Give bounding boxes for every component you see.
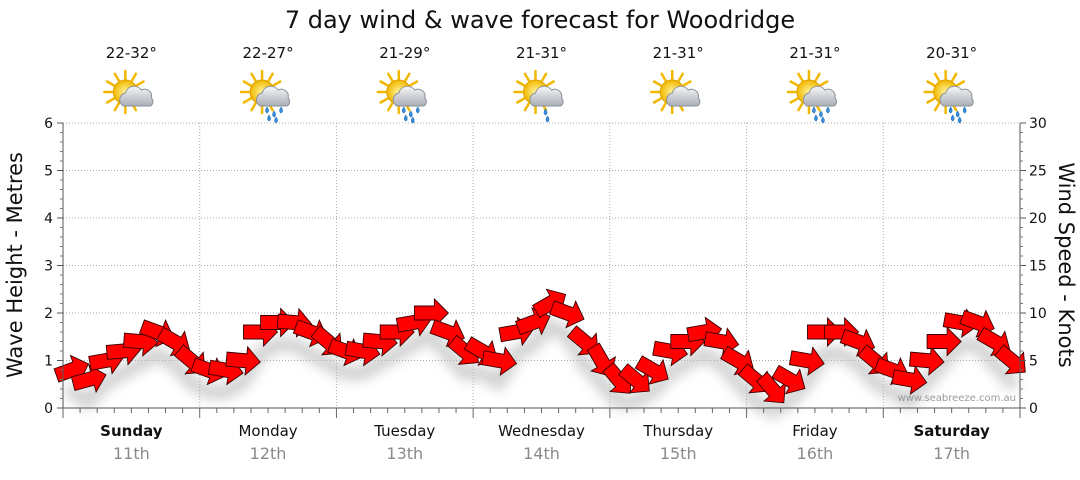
left-tick-label: 6 bbox=[44, 116, 53, 132]
wind-arrow bbox=[891, 365, 928, 395]
wind-arrow bbox=[566, 325, 599, 356]
day-name-label: Tuesday bbox=[373, 422, 435, 440]
day-labels: Sunday 11th Monday 12th Tuesday 13th Wednesday… bbox=[100, 422, 990, 463]
sun-cloud-icon bbox=[649, 69, 701, 115]
sun-cloud-rain-icon bbox=[923, 69, 974, 124]
left-tick-label: 0 bbox=[44, 401, 53, 417]
left-tick-label: 2 bbox=[44, 306, 53, 322]
right-tick-label: 15 bbox=[1029, 259, 1047, 275]
y-right-axis-title: Wind Speed - Knots bbox=[1054, 162, 1078, 367]
sun-cloud-icon bbox=[103, 69, 154, 115]
right-tick-label: 10 bbox=[1029, 306, 1047, 322]
wind-arrow bbox=[618, 363, 650, 394]
left-tick-label: 5 bbox=[44, 164, 53, 180]
x-axis-minor-ticks bbox=[62, 408, 1021, 418]
sun-cloud-rain-icon bbox=[239, 69, 291, 124]
day-name-label: Monday bbox=[238, 422, 297, 440]
temperature-range: 21-31° bbox=[653, 44, 704, 62]
left-tick-label: 1 bbox=[44, 354, 53, 370]
temperature-range: 20-31° bbox=[926, 44, 977, 62]
day-name-label: Friday bbox=[792, 422, 838, 440]
wind-arrow bbox=[549, 300, 585, 329]
sun-cloud-shower-icon bbox=[513, 69, 564, 123]
y-left-axis-title: Wave Height - Metres bbox=[3, 152, 27, 378]
left-axis-ticks: 0 1 2 3 4 5 6 bbox=[44, 116, 63, 417]
day-name-label: Wednesday bbox=[498, 422, 585, 440]
right-tick-label: 20 bbox=[1029, 211, 1047, 227]
day-date-label: 16th bbox=[797, 444, 834, 463]
temperature-range: 22-32° bbox=[106, 44, 157, 62]
day-date-label: 12th bbox=[250, 444, 287, 463]
weather-icon-row bbox=[103, 69, 974, 124]
day-date-label: 17th bbox=[933, 444, 970, 463]
wind-arrow bbox=[771, 364, 806, 395]
wind-arrow bbox=[926, 326, 962, 357]
wind-arrow bbox=[225, 345, 261, 376]
day-name-label: Saturday bbox=[913, 422, 990, 440]
wind-arrow bbox=[755, 371, 787, 404]
left-tick-label: 3 bbox=[44, 259, 53, 275]
wind-arrow bbox=[70, 364, 107, 394]
wind-arrow bbox=[413, 297, 450, 329]
wind-arrow bbox=[634, 355, 669, 385]
left-tick-label: 4 bbox=[44, 211, 53, 227]
day-date-label: 14th bbox=[523, 444, 560, 463]
day-date-label: 13th bbox=[386, 444, 423, 463]
right-axis-ticks: 0 5 10 15 20 25 30 bbox=[1020, 116, 1047, 417]
wind-arrows bbox=[53, 288, 1026, 404]
right-tick-label: 5 bbox=[1029, 354, 1038, 370]
wind-arrow bbox=[481, 346, 518, 376]
temperature-range: 21-31° bbox=[516, 44, 567, 62]
day-date-label: 11th bbox=[113, 444, 150, 463]
credit-text: www.seabreeze.com.au bbox=[898, 393, 1016, 404]
sun-cloud-rain-icon bbox=[786, 69, 837, 124]
sun-cloud-rain-icon bbox=[376, 69, 427, 124]
wind-arrow bbox=[908, 345, 945, 376]
right-tick-label: 0 bbox=[1029, 401, 1038, 417]
wind-arrow bbox=[788, 346, 825, 376]
right-tick-label: 25 bbox=[1029, 164, 1047, 180]
chart-title: 7 day wind & wave forecast for Woodridge bbox=[285, 6, 795, 34]
day-name-label: Sunday bbox=[100, 422, 163, 440]
day-date-label: 15th bbox=[660, 444, 697, 463]
temperature-range: 21-29° bbox=[379, 44, 430, 62]
temperature-row: 22-32° 22-27° 21-29° 21-31° 21-31° 21-31° 20-3… bbox=[106, 44, 977, 62]
right-tick-label: 30 bbox=[1029, 116, 1047, 132]
day-name-label: Thursday bbox=[642, 422, 713, 440]
temperature-range: 21-31° bbox=[789, 44, 840, 62]
temperature-range: 22-27° bbox=[243, 44, 294, 62]
